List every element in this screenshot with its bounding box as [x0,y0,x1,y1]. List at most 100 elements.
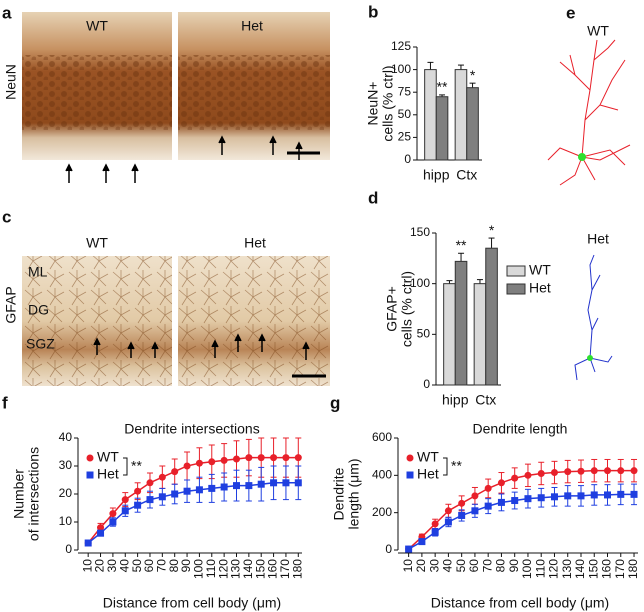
bar [443,283,456,386]
series-line [87,456,299,544]
bar [435,96,449,161]
x-tick-label: Ctx [475,392,496,408]
condition-label: WT [587,23,609,39]
micrograph-texture [178,256,330,386]
point [484,484,492,492]
significance: ** [437,79,448,95]
x-tick-label: 180 [290,559,304,579]
bar [424,69,437,161]
point [146,479,154,487]
x-tick-label: 30 [427,559,441,573]
point [208,458,216,466]
point [471,492,479,500]
point [458,511,466,519]
point [282,479,290,487]
y-tick-label: 75 [398,84,412,98]
point [511,474,519,482]
legend-marker [86,471,94,479]
point [121,507,129,515]
bar [454,69,468,161]
legend-marker [406,471,414,479]
x-tick-label: 100 [520,559,534,579]
point [444,518,452,526]
point [220,483,228,491]
x-tick-label: 80 [167,559,181,573]
x-tick-label: 40 [441,559,455,573]
significance: ** [131,458,142,474]
point [121,496,129,504]
soma [587,355,593,361]
y-tick-label: 400 [372,468,392,482]
point [270,454,278,462]
x-tick-label: 70 [480,559,494,573]
point [604,491,612,499]
point [146,496,154,504]
point [524,471,532,479]
y-axis-label: NeuN+ [365,82,381,126]
panel-letter: e [566,3,575,22]
x-tick-label: 30 [105,559,119,573]
series-line [87,482,299,544]
chart-title: Dendrite intersections [124,421,259,437]
point [444,507,452,515]
x-tick-label: hipp [442,392,469,408]
x-tick-label: 160 [266,559,280,579]
significance: ** [456,237,467,253]
x-tick-label: 120 [216,559,230,579]
panel-letter: d [368,188,378,207]
y-tick-label: 40 [59,430,73,444]
y-axis-label: length (μm) [346,458,362,529]
point [171,490,179,498]
point [183,487,191,495]
point [590,467,598,475]
arrows [93,333,310,360]
point [294,479,302,487]
x-tick-label: Ctx [456,167,477,183]
x-tick-label: 10 [401,559,415,573]
x-tick-label: 130 [560,559,574,579]
y-axis-label: Dendrite [331,467,347,520]
bar [473,283,487,386]
point [195,486,203,494]
point [577,467,585,475]
y-axis-label: cells (% ctrl) [399,271,415,347]
point [550,493,558,501]
significance-bracket [443,457,448,476]
y-tick-label: 30 [59,458,73,472]
y-tick-label: 50 [417,327,431,341]
x-tick-label: 160 [600,559,614,579]
chart-title: Dendrite length [473,421,568,437]
legend-marker [86,454,94,462]
bar [454,260,468,386]
y-tick-label: 0 [65,542,72,556]
legend-label: WT [529,262,551,278]
point [84,539,92,547]
legend-swatch [506,265,526,277]
legend-label: Het [417,466,439,482]
legend-label: Het [529,280,551,296]
layer-label: SGZ [26,336,55,352]
condition-label: Het [587,231,609,247]
x-tick-label: 170 [278,559,292,579]
point [484,502,492,510]
point [220,456,228,464]
point [590,491,598,499]
panel-letter: g [330,393,340,412]
x-tick-label: 110 [533,559,547,578]
point [183,462,191,470]
point [257,480,265,488]
y-axis-label: GFAP+ [384,286,400,332]
condition-label: Het [244,235,266,251]
point [577,492,585,500]
point [245,482,253,490]
panel-letter: a [2,3,12,22]
legend-label: Het [97,466,119,482]
point [524,495,532,503]
x-tick-label: 40 [117,559,131,573]
x-tick-label: 10 [80,559,94,573]
point [245,454,253,462]
point [471,507,479,515]
y-tick-label: 600 [372,430,392,444]
point [232,482,240,490]
